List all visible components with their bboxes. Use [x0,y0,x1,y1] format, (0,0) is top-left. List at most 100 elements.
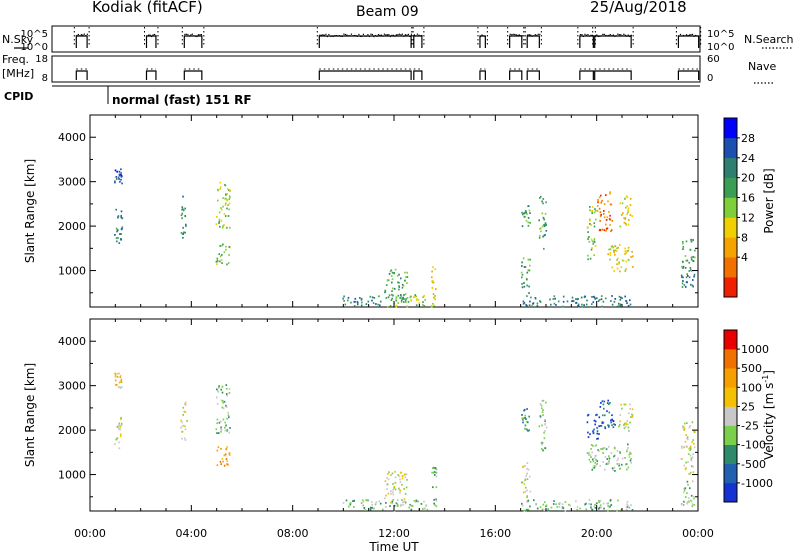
echo-cell [526,284,528,287]
echo-cell [595,458,597,461]
echo-cell [229,226,231,229]
echo-cell [395,296,398,298]
x-tick-label: 16:00 [479,527,511,540]
nsky-point [337,35,339,37]
nsky-point [530,34,532,36]
echo-cell [116,170,118,173]
nsky-point [379,34,381,36]
echo-cell [596,205,599,207]
echo-cell [562,305,564,308]
echo-cell [606,463,609,465]
echo-cell [598,501,600,504]
echo-cell [116,240,118,243]
echo-cell [228,198,230,201]
nsky-point [536,34,538,36]
echo-cell [525,509,527,512]
echo-cell [222,407,225,410]
echo-cell [627,447,629,449]
echo-cell [682,242,684,245]
x-axis-label: Time UT [368,540,419,554]
echo-cell [526,495,528,497]
time-x-axis: 00:00 04:00 08:00 12:00 16:00 20:00 00:00 [74,115,714,540]
nsky-point [482,35,485,37]
echo-cell [350,301,352,304]
echo-cell [685,461,687,464]
echo-cell [221,254,223,256]
echo-cell [541,200,543,203]
echo-cell [225,406,228,408]
echo-cell [691,505,694,508]
echo-cell [631,251,633,253]
echo-cell [541,225,544,228]
nsky-point [194,35,196,37]
echo-cell [382,508,384,511]
x-tick-label: 20:00 [581,527,613,540]
echo-cell [522,302,525,305]
echo-cell [118,428,120,430]
echo-cell [386,488,388,490]
echo-cell [608,455,610,458]
echo-cell [524,428,527,430]
echo-cell [384,289,387,292]
colorbar-tick-label: -1000 [741,477,773,490]
echo-cell [181,233,184,235]
nsky-point [617,33,619,35]
echo-cell [433,296,435,299]
echo-cell [603,229,606,231]
echo-cell [393,272,395,274]
echo-cell [185,225,187,227]
echo-cell [406,276,409,278]
echo-cell [397,499,399,501]
echo-cell [627,423,629,426]
echo-cell [592,301,595,304]
echo-cell [223,251,226,254]
colorbar-swatch [724,157,737,178]
echo-cell [528,475,531,478]
echo-cell [183,437,186,440]
echo-cell [593,466,596,469]
echo-cell [183,231,185,234]
echo-cell [602,502,605,505]
colorbar-tick-label: 100 [741,381,762,394]
echo-cell [591,296,593,298]
colorbar-tick-label: -500 [741,458,766,471]
echo-cell [683,464,686,467]
echo-cell [603,407,605,410]
echo-cell [384,497,386,500]
nsky-point [320,34,322,36]
echo-cell [215,223,218,226]
echo-cell [121,226,124,229]
echo-cell [693,442,695,445]
echo-cell [391,281,393,284]
echo-cell [686,480,689,483]
echo-cell [589,257,592,260]
colorbar-swatch [724,137,737,159]
colorbar-swatch [724,368,737,388]
echo-cell [353,305,356,307]
echo-cell [387,478,390,481]
echo-cell [116,373,118,375]
nsky-point [197,34,199,36]
echo-cell [220,430,222,433]
echo-cell [433,474,436,476]
echo-cell [682,260,684,263]
echo-cell [611,418,613,421]
echo-cell [619,202,622,205]
nsky-point [515,34,517,36]
echo-cell [687,453,690,456]
echo-cell [619,467,622,470]
echo-cell [225,227,228,229]
echo-cell [629,197,632,200]
echo-cell [526,467,528,470]
echo-cell [521,283,523,285]
echo-cell [549,298,551,301]
echo-cell [593,211,596,214]
echo-cell [599,504,602,507]
echo-cell [227,411,229,414]
nsky-point [401,33,403,35]
echo-cell [373,507,375,510]
nsky-point [352,35,354,37]
echo-cell [415,295,418,298]
echo-cell [395,299,398,302]
cpid-value: normal (fast) 151 RF [112,93,252,107]
